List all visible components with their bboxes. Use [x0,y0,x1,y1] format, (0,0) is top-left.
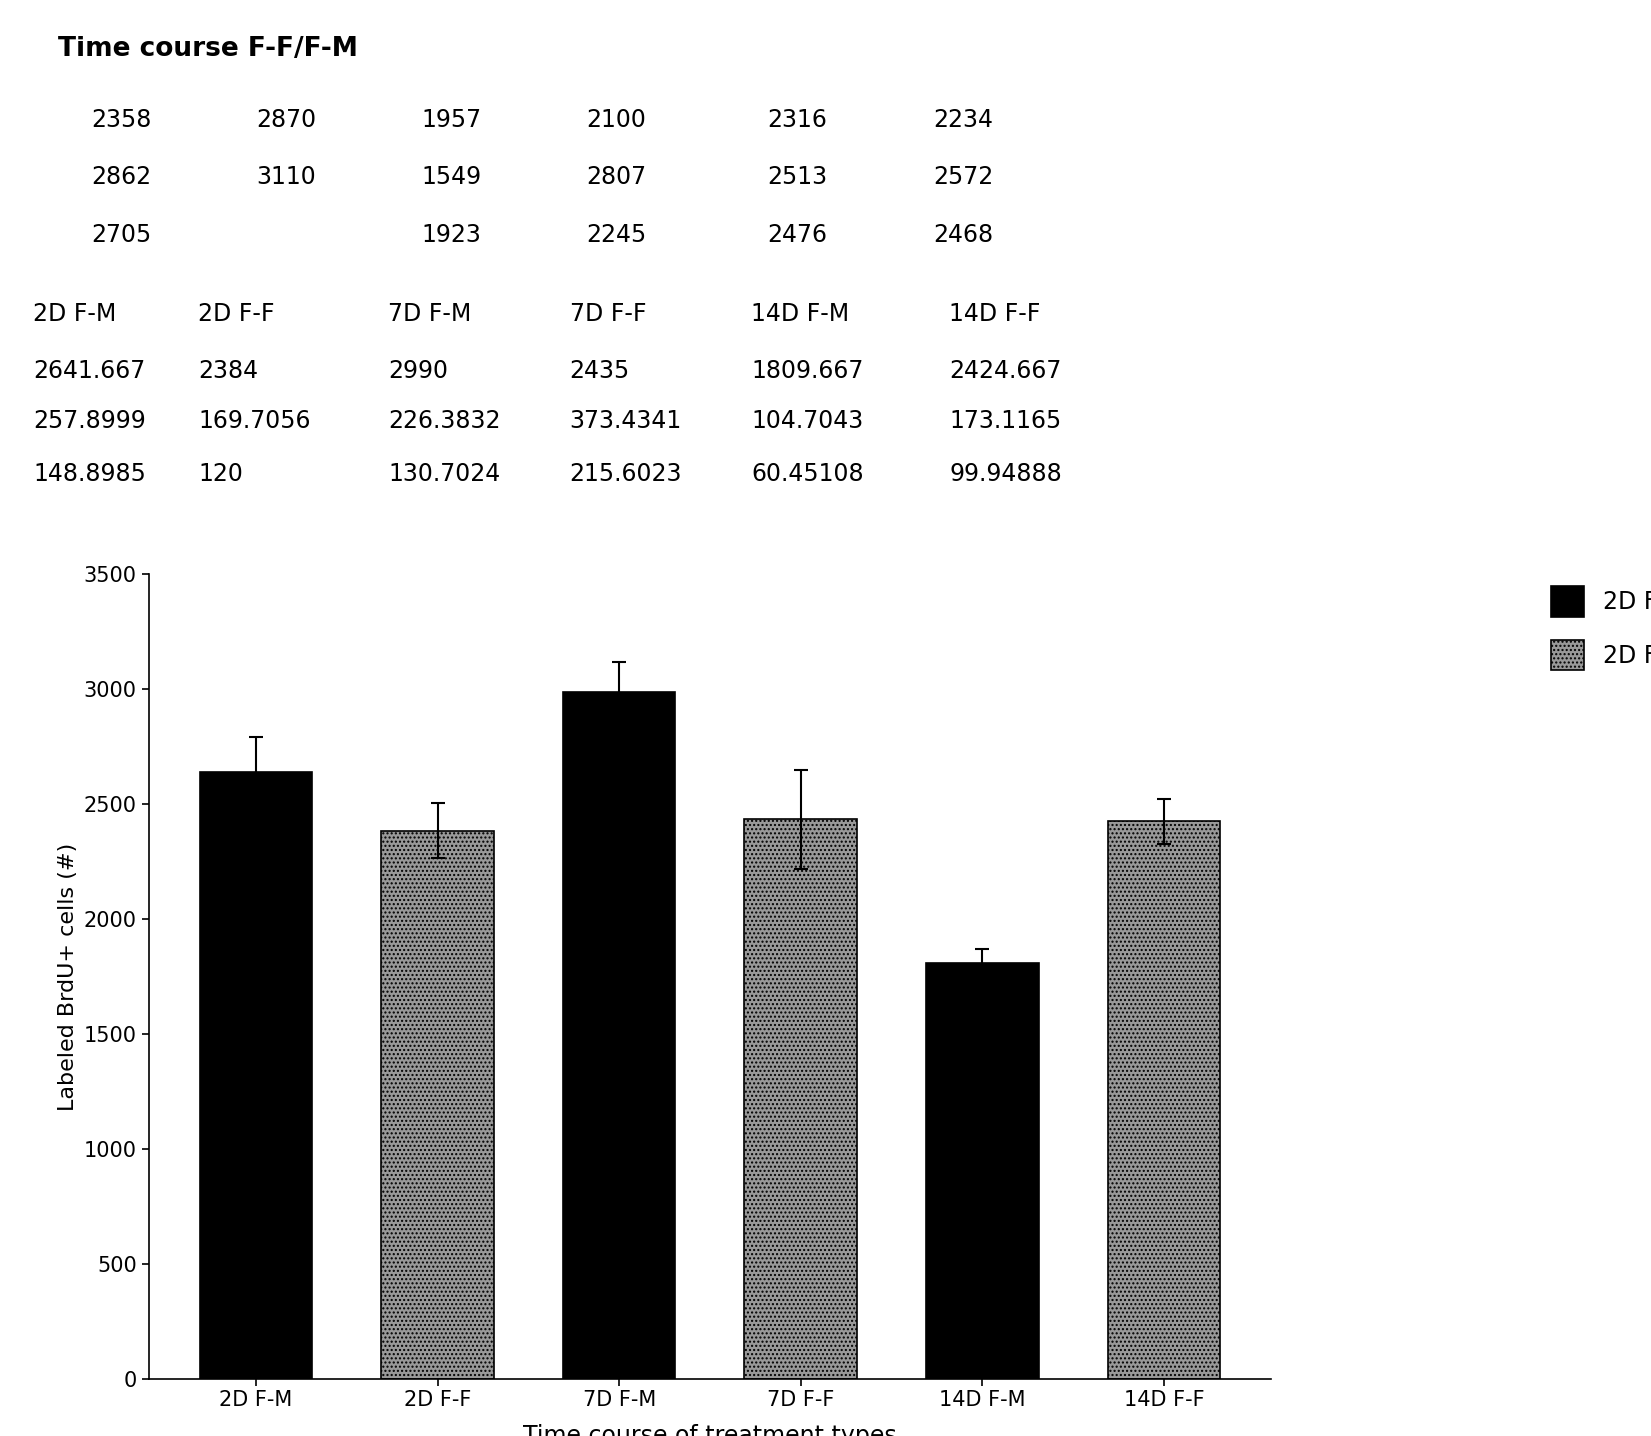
Text: 7D F-M: 7D F-M [388,302,471,326]
Text: 60.45108: 60.45108 [751,462,863,487]
Text: 2807: 2807 [586,165,646,190]
Text: 215.6023: 215.6023 [570,462,682,487]
Bar [563,692,675,1379]
Text: 2572: 2572 [933,165,992,190]
Text: 130.7024: 130.7024 [388,462,500,487]
Text: 7D F-F: 7D F-F [570,302,646,326]
Text: 120: 120 [198,462,243,487]
Text: 173.1165: 173.1165 [949,409,1062,434]
Text: 2870: 2870 [256,108,315,132]
Text: 2234: 2234 [933,108,992,132]
Text: Time course F-F/F-M: Time course F-F/F-M [58,36,358,62]
Text: 2513: 2513 [768,165,827,190]
Bar [381,831,494,1379]
Text: 1957: 1957 [421,108,480,132]
Text: 257.8999: 257.8999 [33,409,145,434]
Text: 2316: 2316 [768,108,827,132]
Text: 2D F-M: 2D F-M [33,302,116,326]
Text: 148.8985: 148.8985 [33,462,145,487]
Legend: 2D F-M, 2D F-F: 2D F-M, 2D F-F [1550,586,1651,671]
Bar [745,819,857,1379]
Text: 2990: 2990 [388,359,447,383]
Text: 373.4341: 373.4341 [570,409,682,434]
Text: 2705: 2705 [91,223,150,247]
Text: 2468: 2468 [933,223,992,247]
Y-axis label: Labeled BrdU+ cells (#): Labeled BrdU+ cells (#) [58,843,78,1110]
Text: 2100: 2100 [586,108,646,132]
Bar [926,962,1038,1379]
Bar [1108,821,1220,1379]
Text: 169.7056: 169.7056 [198,409,310,434]
Text: 1809.667: 1809.667 [751,359,863,383]
Text: 2245: 2245 [586,223,646,247]
Text: 2476: 2476 [768,223,827,247]
Text: 2424.667: 2424.667 [949,359,1062,383]
Text: 2435: 2435 [570,359,629,383]
Text: 14D F-M: 14D F-M [751,302,849,326]
Bar [200,771,312,1379]
Text: 99.94888: 99.94888 [949,462,1062,487]
Text: 14D F-F: 14D F-F [949,302,1040,326]
Text: 3110: 3110 [256,165,315,190]
Text: 1549: 1549 [421,165,480,190]
Text: 104.7043: 104.7043 [751,409,863,434]
Text: 2862: 2862 [91,165,150,190]
Text: 2358: 2358 [91,108,152,132]
Text: 1923: 1923 [421,223,480,247]
Text: 2384: 2384 [198,359,258,383]
X-axis label: Time course of treatment types: Time course of treatment types [523,1425,896,1436]
Text: 226.3832: 226.3832 [388,409,500,434]
Text: 2641.667: 2641.667 [33,359,145,383]
Text: 2D F-F: 2D F-F [198,302,274,326]
